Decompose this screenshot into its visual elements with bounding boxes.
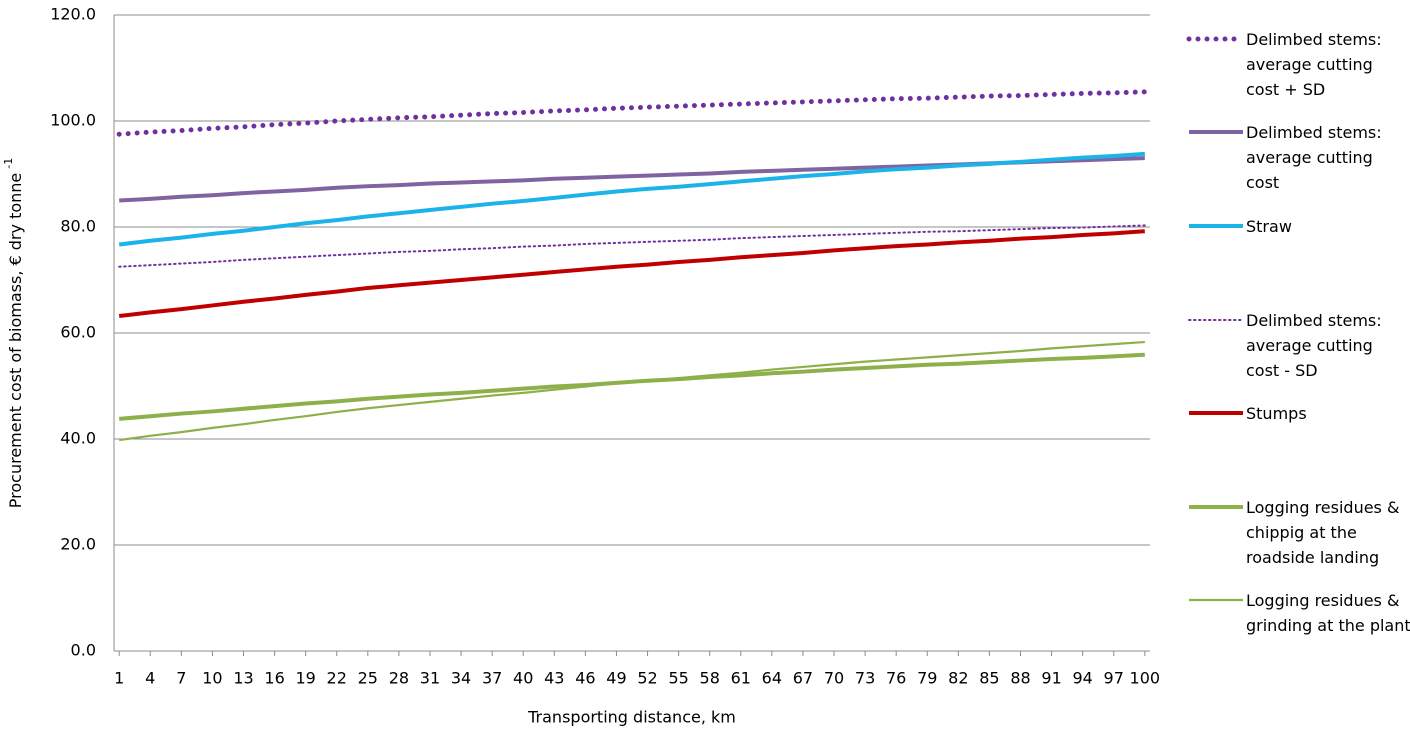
legend-label: Delimbed stems: average cutting cost - S…	[1246, 311, 1382, 380]
x-tick-label: 70	[824, 669, 844, 688]
x-tick-label: 76	[886, 669, 906, 688]
x-tick-label: 97	[1104, 669, 1124, 688]
chart: Transporting distance, km Procurement co…	[2, 5, 1161, 727]
x-tick-label: 73	[855, 669, 875, 688]
legend-label: Delimbed stems: average cutting cost + S…	[1246, 30, 1382, 99]
x-tick-label: 10	[202, 669, 222, 688]
legend-swatch	[1189, 224, 1243, 228]
x-tick-label: 52	[637, 669, 657, 688]
y-tick-label: 20.0	[60, 535, 96, 554]
y-tick-label: 40.0	[60, 429, 96, 448]
legend-label: Stumps	[1246, 404, 1307, 423]
x-axis-label: Transporting distance, km	[527, 708, 736, 727]
x-tick-label: 16	[264, 669, 284, 688]
x-tick-label: 4	[145, 669, 155, 688]
x-tick-label: 64	[762, 669, 782, 688]
x-tick-label: 88	[1010, 669, 1030, 688]
x-tick-label: 58	[700, 669, 720, 688]
x-tick-label: 13	[233, 669, 253, 688]
x-tick-label: 40	[513, 669, 533, 688]
x-tick-label: 46	[575, 669, 595, 688]
legend-item: Straw	[1186, 214, 1406, 239]
x-tick-label: 67	[793, 669, 813, 688]
series-line	[118, 229, 1145, 319]
x-tick-label: 1	[114, 669, 124, 688]
legend-swatch	[1189, 411, 1243, 415]
y-tick-label: 60.0	[60, 323, 96, 342]
legend-swatch	[1188, 319, 1244, 321]
x-tick-label: 25	[358, 669, 378, 688]
y-tick-label: 100.0	[50, 111, 96, 130]
x-tick-label: 28	[389, 669, 409, 688]
series-line	[116, 89, 1148, 137]
x-tick-label: 34	[451, 669, 471, 688]
legend-item: Logging residues & grinding at the plant	[1186, 588, 1410, 638]
x-tick-label: 61	[731, 669, 751, 688]
series-line	[119, 352, 1145, 421]
legend-item: Delimbed stems: average cutting cost + S…	[1186, 27, 1406, 102]
series-line	[119, 340, 1145, 442]
x-tick-label: 100	[1130, 669, 1161, 688]
x-tick-label: 82	[948, 669, 968, 688]
x-tick-label: 22	[327, 669, 347, 688]
y-axis-label-superscript: -1	[2, 158, 15, 169]
legend-label: Delimbed stems: average cutting cost	[1246, 123, 1382, 192]
x-tick-label: 94	[1072, 669, 1092, 688]
legend-item: Delimbed stems: average cutting cost - S…	[1186, 308, 1406, 383]
legend-item: Delimbed stems: average cutting cost	[1186, 120, 1406, 195]
legend-swatch	[1189, 505, 1243, 509]
x-tick-label: 43	[544, 669, 564, 688]
legend-label: Logging residues & chippig at the roadsi…	[1246, 498, 1400, 567]
legend-swatch	[1186, 36, 1246, 42]
legend-swatch	[1189, 130, 1243, 134]
x-tick-label: 55	[668, 669, 688, 688]
legend-label: Straw	[1246, 217, 1292, 236]
y-tick-label: 120.0	[50, 5, 96, 24]
x-tick-label: 49	[606, 669, 626, 688]
legend-item: Stumps	[1186, 401, 1406, 426]
x-tick-label: 19	[295, 669, 315, 688]
y-tick-label: 0.0	[71, 641, 96, 660]
legend-item: Logging residues & chippig at the roadsi…	[1186, 495, 1406, 570]
legend-label: Logging residues & grinding at the plant	[1246, 591, 1410, 635]
series-line	[118, 151, 1145, 247]
y-axis-label: Procurement cost of biomass, € dry tonne…	[2, 158, 25, 508]
x-tick-label: 85	[979, 669, 999, 688]
x-tick-label: 91	[1041, 669, 1061, 688]
x-tick-label: 31	[420, 669, 440, 688]
legend-swatch	[1189, 598, 1243, 602]
series-line	[118, 224, 1146, 268]
y-tick-label: 80.0	[60, 217, 96, 236]
x-tick-label: 37	[482, 669, 502, 688]
x-tick-label: 7	[176, 669, 186, 688]
y-axis-label-main: Procurement cost of biomass, € dry tonne	[6, 173, 25, 508]
x-tick-label: 79	[917, 669, 937, 688]
